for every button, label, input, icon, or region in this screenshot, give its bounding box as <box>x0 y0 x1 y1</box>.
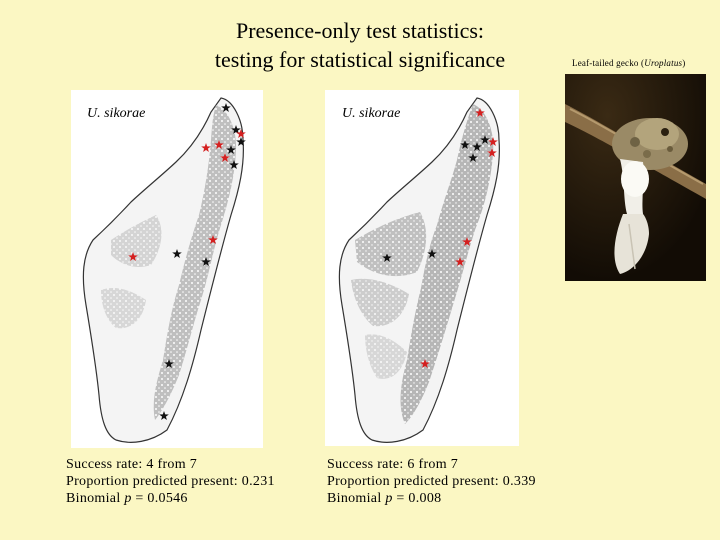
star-red <box>462 237 472 246</box>
star-red <box>475 108 485 117</box>
star-black <box>472 142 482 151</box>
map-label-2: U. sikorae <box>342 106 401 121</box>
star-black <box>236 137 246 146</box>
star-black <box>231 125 241 134</box>
proportion-1: Proportion predicted present: 0.231 <box>66 474 275 489</box>
binomial-1: Binomial p = 0.0546 <box>66 491 188 506</box>
success-rate-1: Success rate: 4 from 7 <box>66 457 198 472</box>
title-line-2: testing for statistical significance <box>214 47 506 72</box>
caption-prefix: Leaf-tailed gecko ( <box>572 58 645 68</box>
star-black <box>172 249 182 258</box>
presence-stars-2 <box>382 108 498 368</box>
star-red <box>201 143 211 152</box>
star-red <box>455 257 465 266</box>
star-red <box>128 252 138 261</box>
slide-title: Presence-only test statistics: testing f… <box>175 16 545 74</box>
predicted-area <box>153 105 237 420</box>
map-panel-1: U. sikorae <box>71 90 263 448</box>
star-red <box>420 359 430 368</box>
presence-stars-1 <box>128 103 246 420</box>
star-black <box>427 249 437 258</box>
star-red <box>214 140 224 149</box>
madagascar-map-2 <box>338 97 500 443</box>
stats-block-2: Success rate: 6 from 7 Proportion predic… <box>327 456 536 507</box>
gecko-photo <box>565 74 706 281</box>
star-red <box>487 148 497 157</box>
proportion-2: Proportion predicted present: 0.339 <box>327 474 536 489</box>
star-red <box>236 129 246 138</box>
stats-block-1: Success rate: 4 from 7 Proportion predic… <box>66 456 275 507</box>
map-label-1: U. sikorae <box>87 106 146 121</box>
star-red <box>220 153 230 162</box>
star-red <box>208 235 218 244</box>
madagascar-map-1 <box>82 97 246 443</box>
island-outline <box>82 97 244 443</box>
star-black <box>226 145 236 154</box>
title-line-1: Presence-only test statistics: <box>235 18 485 43</box>
star-black <box>460 140 470 149</box>
star-black <box>480 135 490 144</box>
map-panel-2: U. sikorae <box>325 90 519 446</box>
binomial-2: Binomial p = 0.008 <box>327 491 442 506</box>
predicted-area <box>400 104 494 424</box>
photo-caption: Leaf-tailed gecko (Uroplatus) <box>572 58 720 68</box>
star-black <box>382 253 392 262</box>
star-black <box>164 359 174 368</box>
caption-genus: Uroplatus <box>644 58 683 68</box>
star-black <box>221 103 231 112</box>
star-black <box>229 160 239 169</box>
star-black <box>159 411 169 420</box>
star-black <box>201 257 211 266</box>
caption-suffix: ) <box>682 58 686 68</box>
star-red <box>488 137 498 146</box>
star-black <box>468 153 478 162</box>
success-rate-2: Success rate: 6 from 7 <box>327 457 459 472</box>
